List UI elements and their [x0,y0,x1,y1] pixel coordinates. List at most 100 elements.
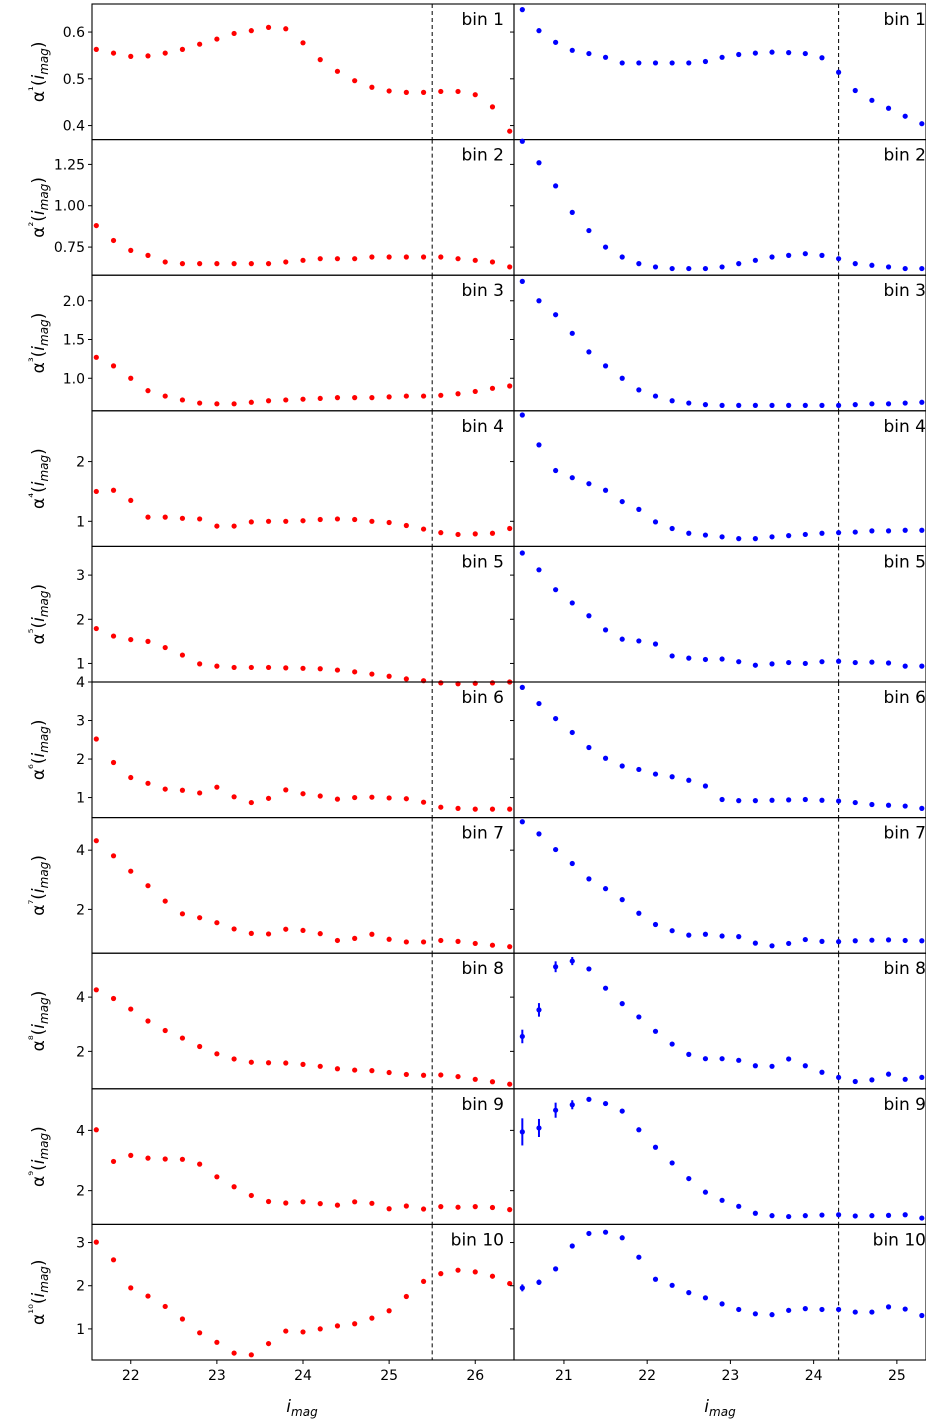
ytick-label-r9-0: 2 [76,1184,85,1200]
panel-r5-left-point-23 [489,680,496,686]
panel-r7-left-point-8 [231,926,237,932]
panel-r3-right-point-8 [652,393,659,399]
panel-r8-right-point-24 [919,1074,925,1081]
panel-r5-right-point-2 [553,587,559,593]
panel-r5-right-point-15 [769,661,775,667]
panel-r1-left-point-21 [455,88,461,95]
panel-r2-left-point-7 [214,261,220,267]
panel-r2-left-point-21 [455,256,461,262]
panel-r1-left-point-23 [489,104,496,110]
panel-r7-right-point-6 [619,897,625,903]
panel-r8-right-point-19 [836,1074,842,1081]
panel-r4-left-point-6 [197,516,203,522]
panel-r6-left-point-3 [145,780,151,786]
panel-r2-left-point-0 [93,222,99,229]
panel-r2-right-point-24 [919,265,925,272]
panel-r3-right-point-2 [553,312,559,318]
panel-r9-left-point-4 [162,1156,168,1162]
panel-r2-left-point-23 [489,259,496,265]
xtick-label-right-2: 23 [721,1368,739,1384]
panel-r7-left-point-11 [283,926,289,932]
panel-r1-right-point-1 [536,28,542,34]
panel-r9-left-point-5 [179,1156,186,1162]
panel-r8-right-point-1 [536,1007,542,1013]
panel-r9-right-point-12 [719,1197,725,1203]
panel-r3-left-point-21 [455,391,461,397]
panel-r4-right-point-2 [553,467,559,474]
panel-r8-right-frame [513,952,926,1090]
panel-r6-left-point-4 [162,786,168,792]
panel-r9-right-point-4 [586,1096,592,1102]
panel-r5-right-point-3 [569,600,575,606]
panel-r3-left-point-15 [352,395,358,401]
panel-r7-right-point-5 [602,886,609,892]
xtick-label-right-4: 25 [888,1368,906,1384]
panel-r1-right-point-20 [852,87,858,94]
panel-r8-right-point-22 [885,1071,892,1077]
panel-r6-left-point-16 [369,794,375,800]
panel-r4-left-point-23 [489,530,496,536]
panel-r2-right-point-2 [553,183,559,189]
panel-r6-right-point-7 [636,766,642,773]
panel-r8-right-point-12 [719,1056,725,1062]
panel-r9-right-point-22 [885,1212,892,1218]
panel-r1-left-point-9 [248,28,254,34]
panel-r5-right-point-22 [885,660,892,666]
panel-r1-left-point-13 [317,57,323,63]
panel-r1-left-point-20 [438,88,444,95]
panel-r1-right-point-11 [702,58,709,65]
panel-r3-left: 1.0 1.5 2.0 bin 3 [63,274,515,412]
panel-r10-right-point-4 [586,1230,592,1237]
panel-r4-left-bin-label: bin 4 [461,417,504,437]
panel-r10-left-point-8 [231,1350,237,1356]
panel-r9-left-point-8 [231,1184,237,1190]
panel-r8-left-point-0 [93,987,99,993]
ytick-label-r2-1: 1.00 [54,199,85,215]
panel-r9-left-point-1 [110,1158,117,1165]
panel-r10-left-point-14 [334,1323,341,1329]
panel-r10-left-point-5 [179,1316,186,1322]
panel-r9-left-point-23 [489,1204,496,1211]
panel-r1-left-point-12 [300,40,306,46]
panel-r4-left-point-15 [352,516,358,523]
panel-r7-left: 2 4 bin 7 [76,817,515,954]
panel-r8-left-point-2 [128,1006,134,1012]
panel-r3-right-point-14 [752,402,758,408]
panel-r8-left-point-10 [265,1060,272,1066]
panel-r3-right-point-20 [852,402,858,408]
panel-r1-left-point-18 [403,89,409,95]
panel-r8-right-point-18 [819,1069,825,1075]
panel-r10-right-point-0 [519,1285,525,1291]
panel-r3-right-point-19 [836,402,842,408]
panel-r2-left-point-1 [110,237,117,244]
panel-r5-left-point-3 [145,638,151,644]
panel-r5-left: 1 2 3 bin 5 [76,545,515,687]
panel-r3-left-frame [91,274,515,412]
panel-r10-right-point-15 [769,1312,775,1318]
panel-r10-right-point-13 [736,1306,742,1313]
panel-r8-right-bin-label: bin 8 [883,959,926,979]
panel-r6-left-point-22 [472,806,478,812]
panel-r1-right-point-12 [719,54,725,60]
panel-r4-left-point-9 [248,519,254,525]
panel-r4-right-point-21 [869,528,875,534]
panel-r8-left-frame [91,952,515,1090]
panel-r7-right-point-12 [719,933,725,939]
panel-r1-left-point-8 [231,30,237,37]
ytick-label-r6-2: 3 [76,714,85,730]
panel-r5-right-point-1 [536,567,542,573]
panel-r7-left-point-14 [334,937,341,944]
panel-r9-left-point-0 [93,1127,99,1133]
y-axis-title-10: α¹⁰(imag) [26,1259,51,1325]
panel-r7-left-point-19 [420,939,427,945]
ytick-label-r6-1: 2 [76,752,85,768]
panel-r5-left-point-6 [197,661,203,667]
panel-r1-right-point-17 [802,50,808,57]
panel-r6-left-point-10 [265,795,272,801]
panel-r3-left-point-18 [403,393,409,399]
panel-r6-right-point-5 [602,755,609,761]
panel-r7-left-point-2 [128,868,134,874]
panel-r7-right-point-9 [669,928,675,934]
ytick-label-r1-0: 0.4 [63,119,85,135]
